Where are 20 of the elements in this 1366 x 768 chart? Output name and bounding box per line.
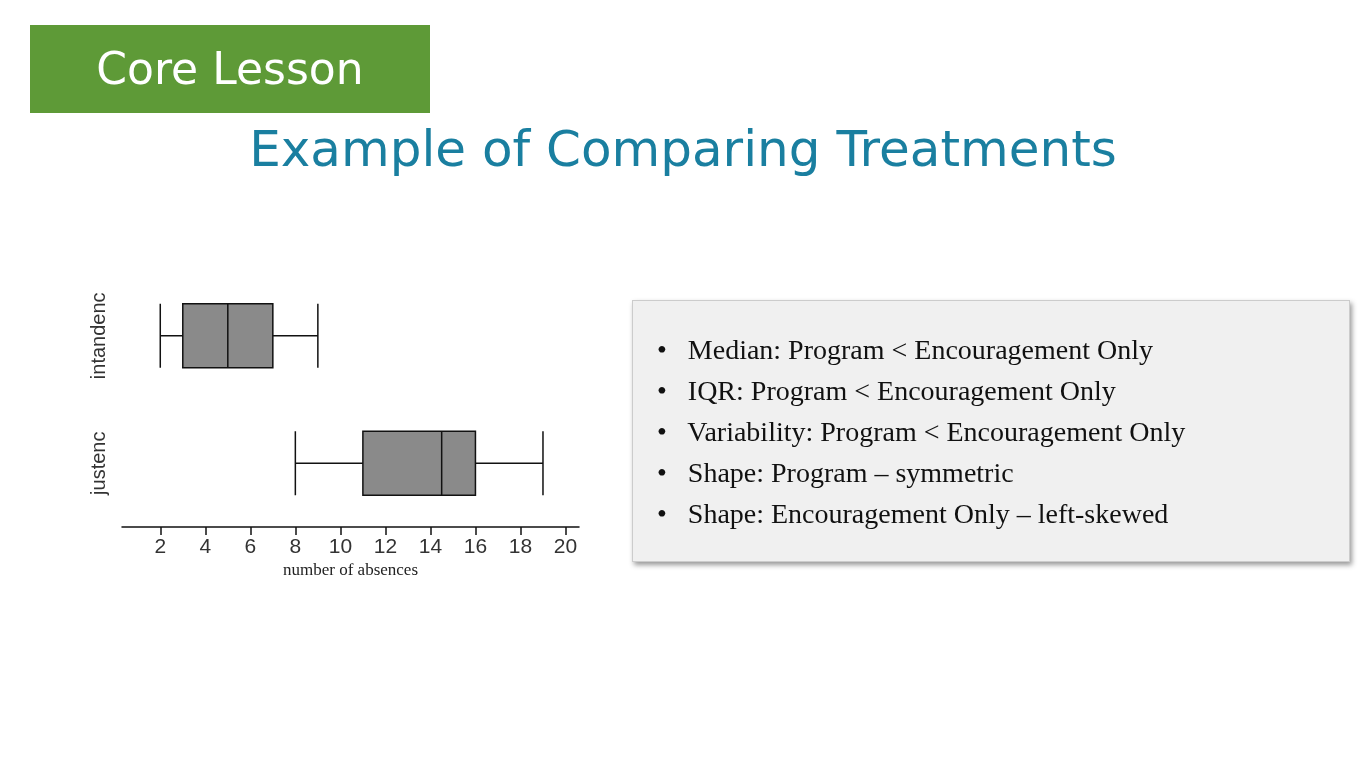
text: • Shape: Program – symmetric [657, 456, 1015, 490]
text: Core Lesson [30, 25, 430, 113]
x-tick-label: 12 [373, 534, 398, 557]
text: • Variability: Program < Encouragement Only [657, 415, 1187, 449]
x-axis-title: number of absences [282, 559, 419, 579]
y-tick-label: justenc [87, 431, 109, 496]
x-tick-label: 6 [244, 534, 257, 557]
text: Example of Comparing Treatments [248, 120, 1118, 178]
x-tick-label: 2 [154, 534, 167, 557]
text: • Median: Program < Encouragement Only [657, 333, 1155, 367]
x-tick-label: 10 [328, 534, 353, 557]
x-tick-label: 16 [463, 534, 488, 557]
text: • Shape: Encouragement Only – left-skewed [657, 497, 1170, 531]
x-tick-label: 8 [289, 534, 302, 557]
y-tick-label: intandenc [87, 292, 109, 380]
x-tick-label: 20 [553, 534, 578, 557]
x-tick-label: 14 [418, 534, 443, 557]
text: • IQR: Program < Encouragement Only [657, 374, 1117, 408]
x-tick-label: 4 [199, 534, 212, 557]
x-tick-label: 18 [508, 534, 533, 557]
